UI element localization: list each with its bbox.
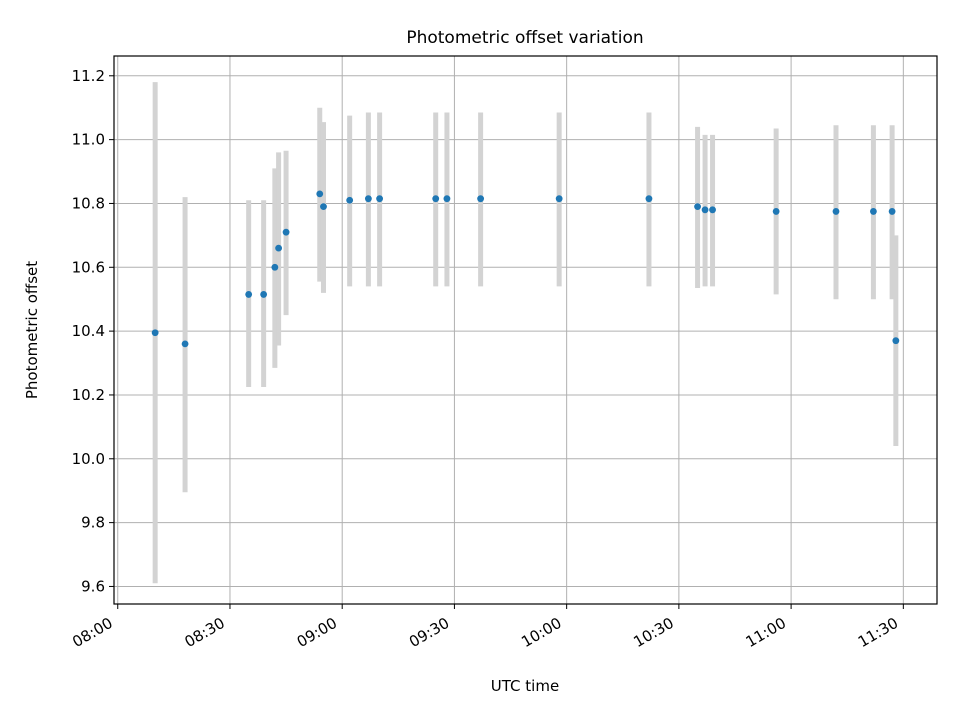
- data-point: [709, 206, 716, 214]
- data-point: [260, 291, 268, 298]
- data-point: [316, 190, 324, 198]
- data-point: [555, 195, 563, 203]
- y-tick-label: 10.8: [72, 194, 105, 212]
- data-point: [376, 195, 384, 203]
- data-point: [892, 337, 900, 345]
- x-axis-label: UTC time: [491, 677, 559, 695]
- y-tick-label: 10.4: [72, 322, 105, 340]
- data-point: [282, 228, 290, 236]
- data-point: [275, 244, 282, 252]
- y-tick-label: 10.0: [72, 450, 105, 468]
- data-point: [870, 208, 877, 215]
- y-tick-label: 9.6: [81, 577, 105, 595]
- plot-frame: [113, 55, 938, 605]
- y-tick-label: 11.0: [72, 131, 105, 149]
- data-points: [151, 190, 900, 348]
- data-point: [364, 195, 372, 203]
- data-point: [832, 208, 840, 215]
- y-tick-label: 11.2: [72, 67, 105, 85]
- data-point: [477, 195, 485, 203]
- data-point: [181, 340, 189, 348]
- y-axis-label: Photometric offset: [23, 261, 41, 399]
- y-tick-label: 9.8: [81, 514, 105, 532]
- data-point: [888, 208, 896, 215]
- data-point: [271, 263, 279, 271]
- y-axis-ticks: 9.6 9.8 10.0 10.2 10.4 10.6 10.8 11.0 11.2: [72, 67, 114, 595]
- data-point: [320, 203, 327, 211]
- data-point: [151, 329, 159, 337]
- gridlines: [114, 56, 937, 604]
- y-tick-label: 10.2: [72, 386, 105, 404]
- data-point: [432, 195, 440, 203]
- data-point: [443, 195, 451, 203]
- data-point: [645, 195, 653, 203]
- data-point: [245, 291, 253, 298]
- data-point: [694, 203, 701, 211]
- data-point: [701, 206, 709, 214]
- data-point: [346, 196, 354, 204]
- chart-title: Photometric offset variation: [406, 28, 643, 48]
- y-tick-label: 10.6: [72, 258, 105, 276]
- data-point: [772, 208, 780, 215]
